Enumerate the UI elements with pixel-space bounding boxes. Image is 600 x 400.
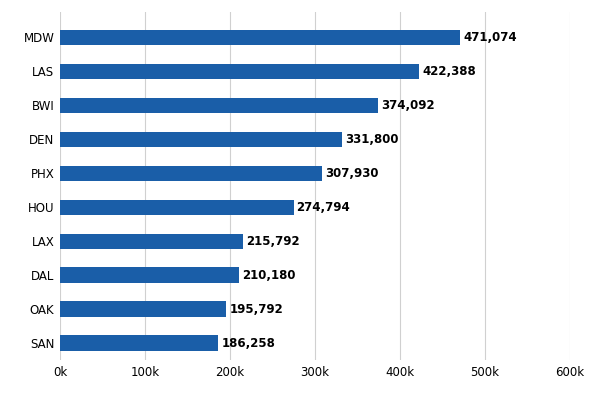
- Bar: [60, 335, 218, 351]
- Bar: [60, 64, 419, 79]
- Bar: [60, 132, 342, 147]
- Text: 186,258: 186,258: [221, 336, 275, 350]
- Bar: [60, 200, 293, 215]
- Bar: [60, 234, 244, 249]
- Text: 374,092: 374,092: [381, 99, 434, 112]
- Text: 307,930: 307,930: [325, 167, 378, 180]
- Text: 471,074: 471,074: [463, 31, 517, 44]
- Text: 274,794: 274,794: [296, 201, 350, 214]
- Bar: [60, 98, 378, 113]
- Text: 422,388: 422,388: [422, 65, 476, 78]
- Text: 215,792: 215,792: [247, 235, 300, 248]
- Text: 210,180: 210,180: [242, 269, 295, 282]
- Text: 195,792: 195,792: [229, 302, 283, 316]
- Text: 331,800: 331,800: [345, 133, 398, 146]
- Bar: [60, 166, 322, 181]
- Bar: [60, 302, 226, 317]
- Bar: [60, 30, 460, 45]
- Bar: [60, 268, 239, 283]
